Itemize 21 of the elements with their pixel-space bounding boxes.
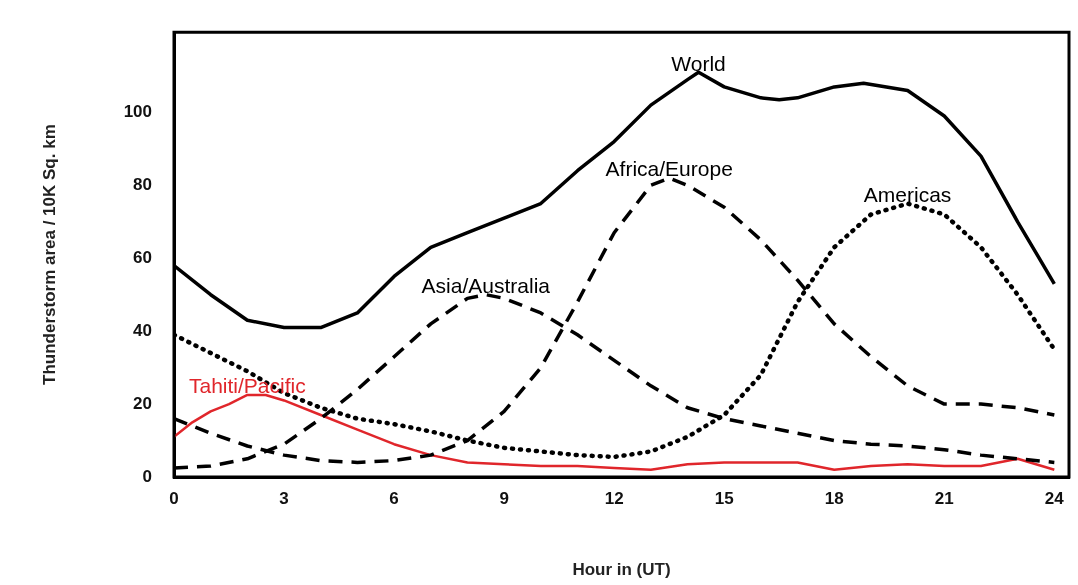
x-tick-label: 6 [389,488,399,508]
y-tick-label: 100 [123,102,152,122]
series-label: World [671,51,726,75]
y-tick-label: 60 [133,247,152,267]
y-tick-label: 0 [142,466,152,486]
x-tick-label: 21 [934,488,954,508]
series-label: Africa/Europe [605,157,733,181]
y-axis-title: Thunderstorm area / 10K Sq. km [39,124,59,385]
x-tick-label: 3 [279,488,289,508]
y-tick-label: 20 [133,393,152,413]
x-axis-title: Hour in (UT) [572,560,671,580]
series-label: Americas [863,182,952,206]
x-tick-label: 15 [714,488,734,508]
y-tick-label: 80 [133,175,152,195]
y-tick-label: 40 [133,320,152,340]
series-label: Asia/Australia [421,274,551,297]
x-tick-label: 12 [604,488,624,508]
x-tick-label: 0 [169,488,179,508]
x-tick-label: 24 [1044,488,1065,508]
x-tick-label: 9 [499,488,509,508]
x-tick-label: 18 [824,488,844,508]
